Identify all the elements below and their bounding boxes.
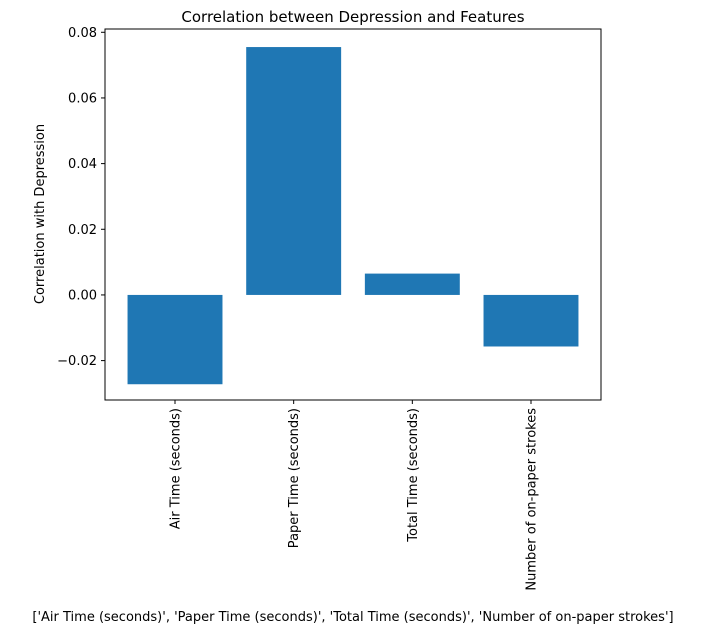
x-tick-label: Number of on-paper strokes <box>524 408 539 591</box>
x-axis-ticks: Air Time (seconds) Paper Time (seconds) To… <box>169 400 539 591</box>
bar-1 <box>246 47 342 295</box>
x-axis-label: ['Air Time (seconds)', 'Paper Time (seco… <box>32 610 673 625</box>
x-tick-label: Paper Time (seconds) <box>287 408 302 548</box>
x-tick-label: Total Time (seconds) <box>406 408 421 543</box>
x-tick-label: Air Time (seconds) <box>169 408 184 529</box>
y-tick-label: 0.08 <box>68 26 97 41</box>
y-tick-label: 0.04 <box>68 157 97 172</box>
plot-area-frame <box>104 28 602 401</box>
bar-2 <box>364 273 460 295</box>
bar-3 <box>483 294 579 347</box>
y-tick-label: 0.06 <box>68 91 97 106</box>
y-tick-label: 0.00 <box>68 288 97 303</box>
chart-title: Correlation between Depression and Featu… <box>181 8 524 26</box>
y-tick-label: 0.02 <box>68 223 97 238</box>
y-tick-label: −0.02 <box>57 354 97 369</box>
bars <box>127 47 579 385</box>
bar-0 <box>127 294 223 385</box>
y-axis-ticks: −0.02 0.00 0.02 0.04 0.06 0.08 <box>57 26 105 369</box>
y-axis-label: Correlation with Depression <box>33 124 48 304</box>
